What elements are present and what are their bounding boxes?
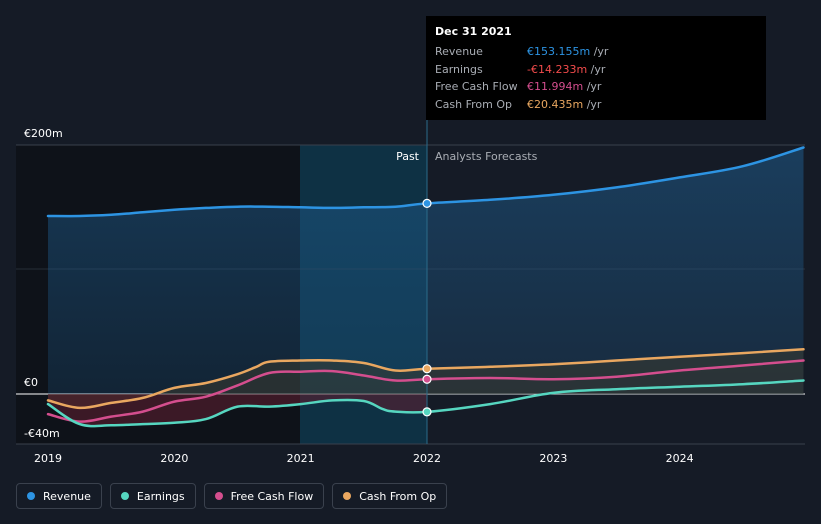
- legend: Revenue Earnings Free Cash Flow Cash Fro…: [16, 483, 448, 511]
- tooltip-unit: /yr: [583, 80, 602, 93]
- x-tick-label: 2019: [34, 452, 62, 465]
- tooltip-value: €20.435m: [527, 97, 584, 111]
- revenue-area: [48, 147, 804, 395]
- x-tick-label: 2024: [666, 452, 694, 465]
- x-tick-label: 2021: [287, 452, 315, 465]
- past-label: Past: [396, 150, 420, 163]
- tooltip-value: -€14.233m: [527, 62, 588, 76]
- earnings-point: [422, 407, 432, 417]
- y-tick-label: -€40m: [24, 427, 60, 440]
- legend-dot-icon: [27, 492, 35, 500]
- y-tick-label: €200m: [24, 127, 63, 140]
- tooltip: Dec 31 2021 Revenue €153.155m /yr Earning…: [426, 16, 766, 120]
- tooltip-row-free-cash-flow: Free Cash Flow €11.994m /yr: [435, 78, 757, 96]
- legend-label: Free Cash Flow: [230, 489, 314, 503]
- free-cash-flow-point: [422, 374, 432, 384]
- cash-from-op-point: [422, 364, 432, 374]
- tooltip-label: Revenue: [435, 45, 483, 58]
- legend-item-cash-from-op[interactable]: Cash From Op: [332, 483, 448, 509]
- legend-dot-icon: [343, 492, 352, 500]
- x-tick-label: 2023: [539, 452, 567, 465]
- tooltip-row-earnings: Earnings -€14.233m /yr: [435, 61, 757, 79]
- y-axis: €200m €0 -€40m: [24, 127, 63, 440]
- y-tick-label: €0: [24, 376, 38, 389]
- tooltip-unit: /yr: [587, 62, 606, 76]
- cash-from-op-line: [46, 348, 805, 410]
- legend-label: Cash From Op: [359, 489, 437, 503]
- highlight-points: [422, 198, 432, 417]
- x-tick-label: 2022: [413, 452, 441, 465]
- x-axis: 2019 2020 2021 2022 2023 2024: [34, 452, 694, 465]
- tooltip-row-cash-from-op: Cash From Op €20.435m /yr: [435, 96, 757, 114]
- tooltip-date: Dec 31 2021: [435, 25, 512, 38]
- earnings-line: [46, 379, 805, 428]
- legend-item-earnings[interactable]: Earnings: [109, 483, 196, 509]
- x-tick-label: 2020: [160, 452, 188, 465]
- negative-earnings-area: [48, 394, 427, 427]
- legend-label: Revenue: [43, 489, 91, 503]
- legend-item-free-cash-flow[interactable]: Free Cash Flow: [203, 483, 325, 509]
- tooltip-unit: /yr: [583, 97, 602, 111]
- tooltip-unit: /yr: [590, 45, 609, 58]
- tooltip-value: €153.155m: [527, 45, 591, 58]
- legend-dot-icon: [214, 492, 223, 500]
- series-lines: [46, 146, 805, 428]
- tooltip-row-revenue: Revenue €153.155m /yr: [435, 43, 757, 61]
- legend-item-revenue[interactable]: Revenue: [16, 483, 102, 509]
- tooltip-label: Earnings: [435, 62, 483, 76]
- free-cash-flow-line: [46, 359, 805, 423]
- revenue-point: [422, 198, 432, 208]
- tooltip-label: Free Cash Flow: [435, 80, 518, 93]
- tooltip-value: €11.994m: [527, 80, 584, 93]
- forecast-label: Analysts Forecasts: [435, 150, 538, 163]
- legend-dot-icon: [120, 492, 129, 500]
- revenue-line: [46, 146, 805, 218]
- legend-label: Earnings: [136, 489, 185, 503]
- tooltip-label: Cash From Op: [435, 97, 513, 111]
